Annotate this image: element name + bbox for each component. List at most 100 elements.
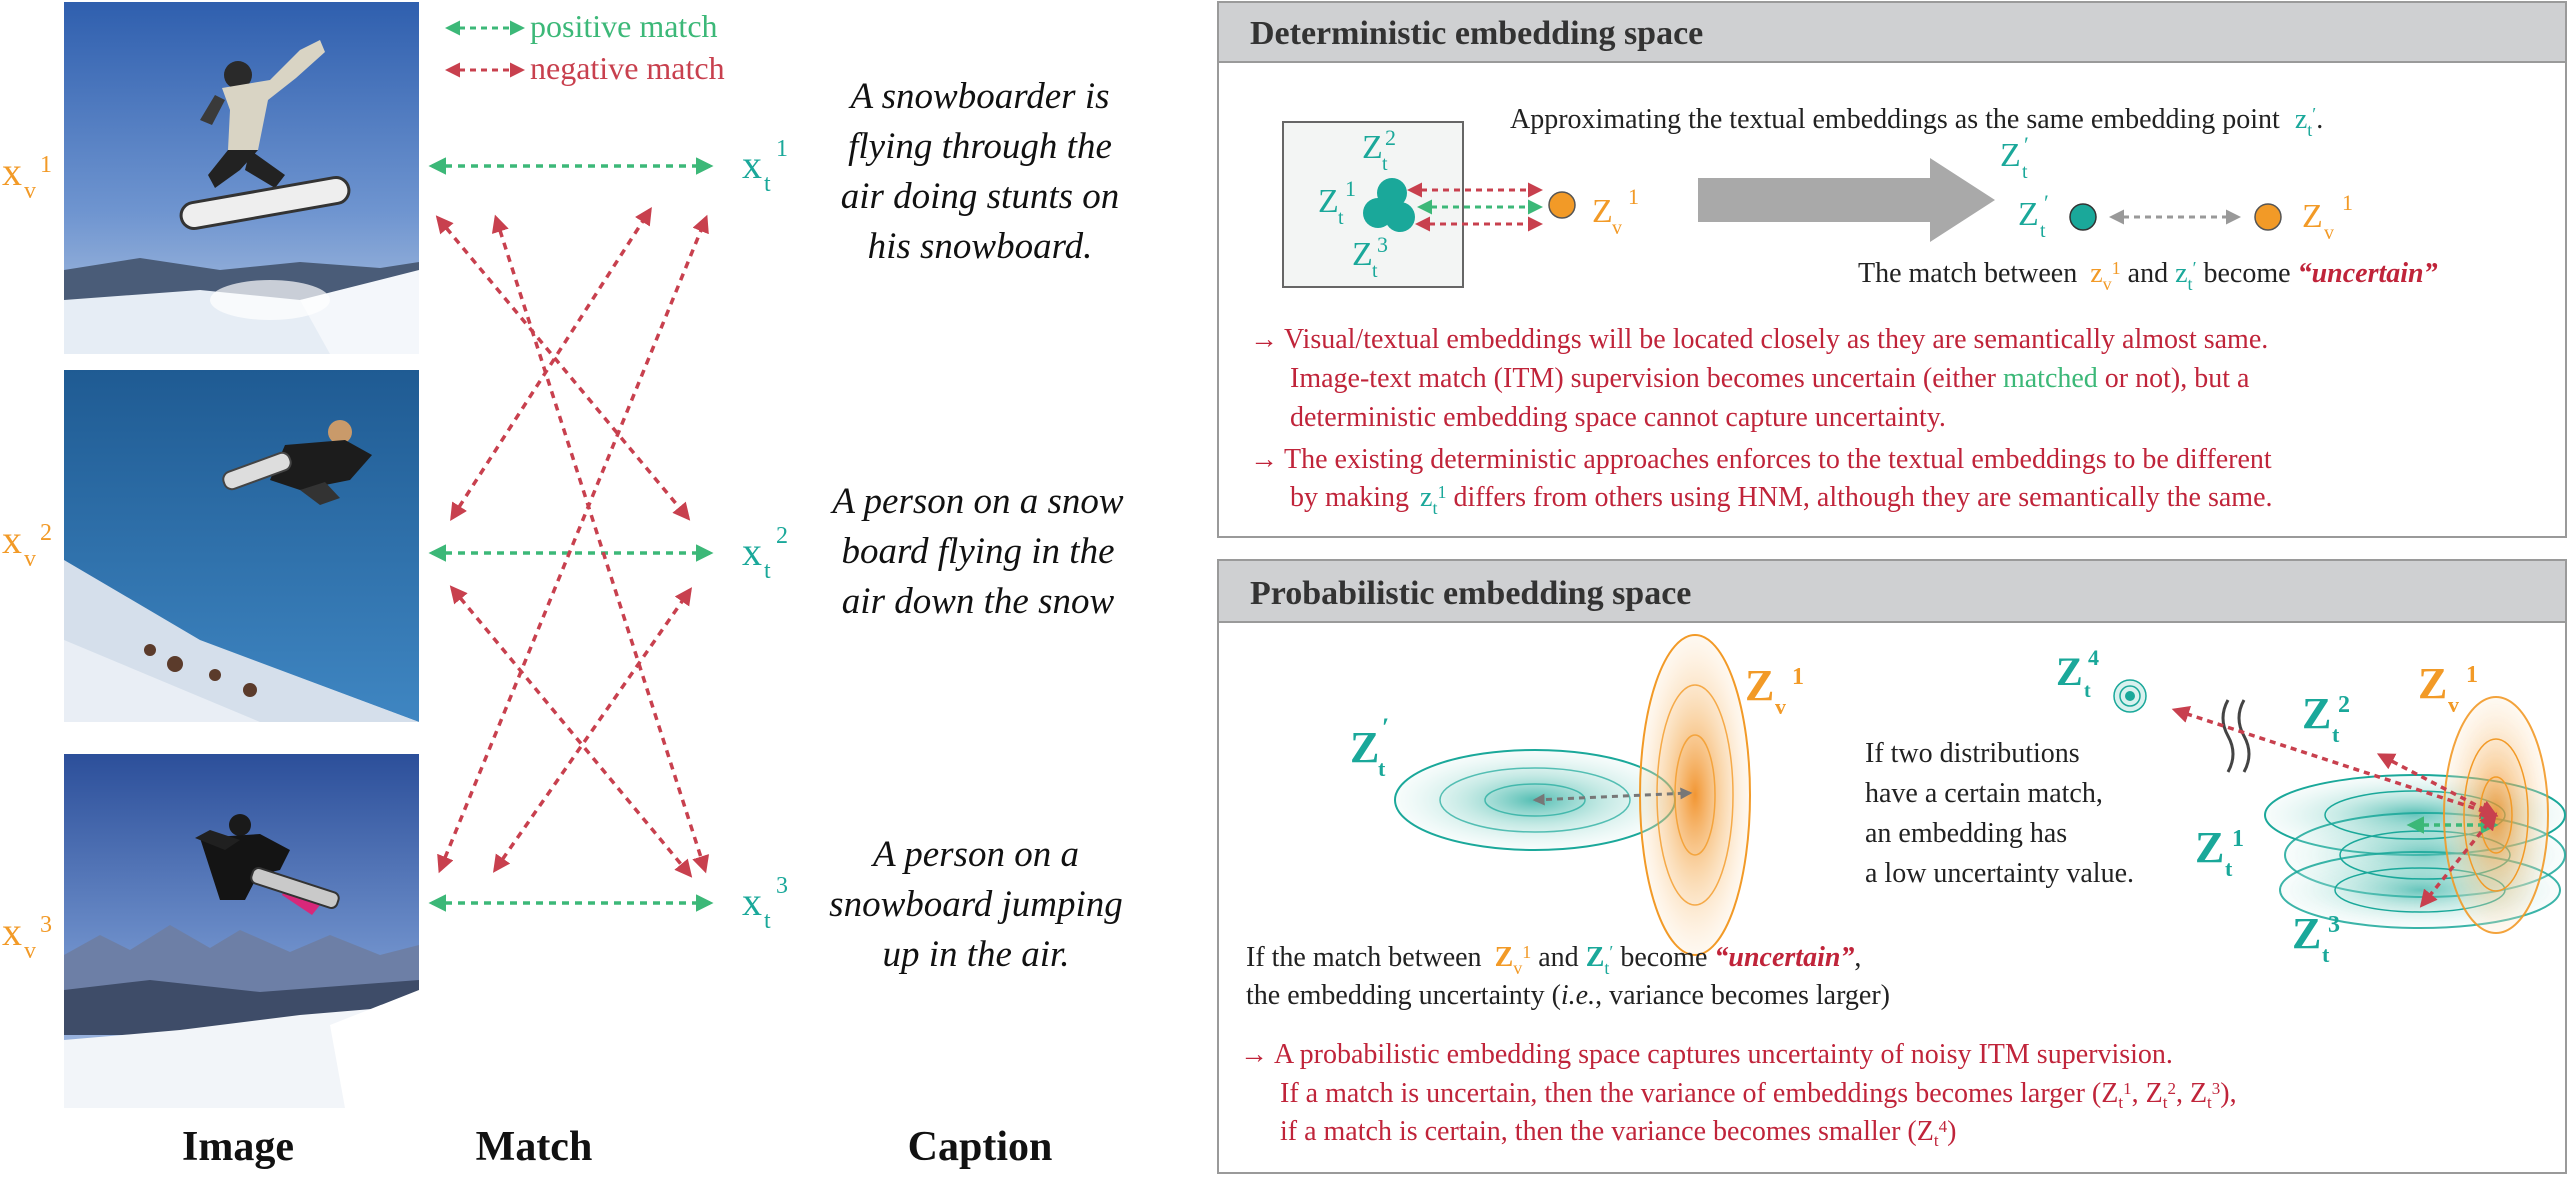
- z-t1-sub: t: [1338, 207, 1344, 229]
- legend-positive-label: positive match: [530, 8, 718, 44]
- text-label-2: x t 2: [742, 523, 788, 584]
- deterministic-title: Deterministic embedding space: [1250, 15, 1703, 52]
- label-x: x: [2, 149, 22, 194]
- deterministic-note-1-line-3: deterministic embedding space cannot cap…: [1290, 402, 1946, 433]
- caption-line: snowboard jumping: [829, 884, 1123, 925]
- z-v1-sup: 1: [1628, 184, 1639, 209]
- image-label-3: x v 3: [2, 909, 52, 964]
- image-label-2: x v 2: [2, 517, 52, 572]
- certain-line: have a certain match,: [1865, 778, 2103, 809]
- label-x: x: [742, 529, 762, 574]
- z-t-prime-mark: ′: [2044, 190, 2049, 215]
- deterministic-note-2-line-2: by making zt1 differs from others using …: [1290, 474, 2273, 518]
- z-t3-sub: t: [1372, 260, 1378, 282]
- z-t2: Z: [1362, 129, 1383, 166]
- caption-line: up in the air.: [882, 934, 1069, 975]
- z-v1: Z: [1592, 193, 1613, 230]
- legend: positive match negative match: [445, 8, 725, 86]
- prob-z-t1: Z: [2195, 823, 2224, 872]
- prob-z-t-prime-mark: ′: [1382, 713, 1389, 742]
- probabilistic-match-text: If the match between Zv1 and Zt′ become …: [1246, 934, 1861, 978]
- z-t3: Z: [1352, 236, 1373, 273]
- negative-arrow-1-2: [435, 215, 691, 521]
- caption-line: board flying in the: [841, 531, 1114, 572]
- certain-line: a low uncertainty value.: [1865, 858, 2134, 889]
- match-arrows: [428, 157, 714, 912]
- prob-z-t3-sup: 3: [2328, 912, 2340, 938]
- column-label-match: Match: [476, 1124, 593, 1170]
- negative-arrow-1-3: [491, 214, 710, 874]
- certain-match-text: If two distributions have a certain matc…: [1865, 738, 2134, 889]
- prob-z-v1: Z: [1745, 661, 1774, 710]
- caption-line: air doing stunts on: [841, 176, 1120, 217]
- prob-z-t-prime-sub: t: [1378, 756, 1386, 781]
- z-v1-right-sub: v: [2324, 222, 2334, 244]
- prob-z-t1-sub: t: [2225, 856, 2233, 881]
- prob-z-t4: Z: [2056, 649, 2083, 694]
- caption-line: A snowboarder is: [847, 76, 1109, 117]
- probabilistic-title: Probabilistic embedding space: [1250, 575, 1691, 612]
- certain-distribution-t4: [2113, 679, 2147, 713]
- negative-arrow-2-3: [449, 585, 693, 878]
- negative-arrow-3-1: [437, 214, 709, 874]
- z-t3-sup: 3: [1377, 232, 1388, 257]
- caption-line: his snowboard.: [868, 226, 1093, 267]
- deterministic-note-1-line-1: → Visual/textual embeddings will be locat…: [1250, 324, 2268, 355]
- label-sup-2: 2: [40, 520, 52, 546]
- z-t-prime-top-mark: ′: [2024, 132, 2029, 157]
- caption-1: A snowboarder is flying through the air …: [841, 76, 1120, 267]
- label-sup-3: 3: [40, 912, 52, 938]
- prob-z-t2: Z: [2302, 689, 2331, 738]
- caption-line: flying through the: [848, 126, 1112, 167]
- probabilistic-panel: Probabilistic embedding space Z t ′ Z v …: [1217, 559, 2567, 1174]
- caption-2: A person on a snow board flying in the a…: [829, 481, 1124, 622]
- probabilistic-note-line-3: if a match is certain, then the variance…: [1280, 1116, 1956, 1150]
- caption-line: air down the snow: [842, 581, 1115, 622]
- prob-z-t2-sup: 2: [2338, 692, 2350, 718]
- approximation-arrow: [1698, 158, 1995, 242]
- prob-z-t1-sup: 1: [2232, 826, 2244, 852]
- snowboarder-1: [179, 40, 351, 231]
- z-t-prime-top: Z: [2000, 137, 2021, 174]
- prob-z-t2-sub: t: [2332, 722, 2340, 747]
- z-t-prime-sub: t: [2040, 220, 2046, 242]
- probabilistic-variance-text: the embedding uncertainty (i.e., varianc…: [1246, 980, 1890, 1011]
- certain-line: an embedding has: [1865, 818, 2067, 849]
- image-label-1: x v 1: [2, 149, 52, 204]
- label-sub-t: t: [764, 908, 771, 934]
- label-sub-t: t: [764, 558, 771, 584]
- z-t2-sup: 2: [1385, 125, 1396, 150]
- caption-3: A person on a snowboard jumping up in th…: [829, 834, 1123, 975]
- prob-z-v1-right: Z: [2418, 659, 2447, 708]
- deterministic-match-text: The match between zv1 and zt′ become “un…: [1858, 250, 2438, 294]
- label-x: x: [742, 142, 762, 187]
- z-t2-sub: t: [1382, 153, 1388, 175]
- prob-z-t4-sub: t: [2084, 680, 2091, 702]
- label-sup-2: 2: [776, 523, 788, 549]
- prob-z-v1-right-sup: 1: [2466, 662, 2478, 688]
- probabilistic-note-line-1: → A probabilistic embedding space capture…: [1240, 1039, 2173, 1070]
- caption-line: A person on a: [870, 834, 1079, 875]
- prob-neg-arrow-t3: [2419, 812, 2498, 908]
- negative-arrow-3-2: [492, 587, 693, 873]
- photo-3: [64, 754, 419, 1108]
- label-sub-v: v: [24, 546, 36, 572]
- deterministic-note-2-line-1: → The existing deterministic approaches e…: [1250, 444, 2272, 475]
- z-t-prime: Z: [2018, 196, 2039, 233]
- prob-z-v1-sup: 1: [1792, 664, 1804, 690]
- label-sup-1: 1: [40, 152, 52, 178]
- label-sup-3: 3: [776, 873, 788, 899]
- text-label-1: x t 1: [742, 136, 788, 197]
- visual-point-1: [1548, 191, 1576, 219]
- merged-textual-point: [2069, 203, 2097, 231]
- certain-line: If two distributions: [1865, 738, 2080, 769]
- photo-1: [64, 2, 419, 354]
- prob-z-t4-sup: 4: [2088, 645, 2099, 670]
- label-x: x: [2, 909, 22, 954]
- z-v1-right: Z: [2302, 198, 2323, 235]
- prob-z-v1-sub: v: [1775, 694, 1786, 719]
- prob-z-v1-right-sub: v: [2448, 692, 2459, 717]
- label-x: x: [2, 517, 22, 562]
- z-t1: Z: [1318, 183, 1339, 220]
